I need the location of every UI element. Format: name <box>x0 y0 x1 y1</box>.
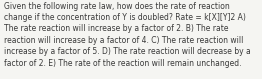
Text: Given the following rate law, how does the rate of reaction
change if the concen: Given the following rate law, how does t… <box>4 2 251 68</box>
